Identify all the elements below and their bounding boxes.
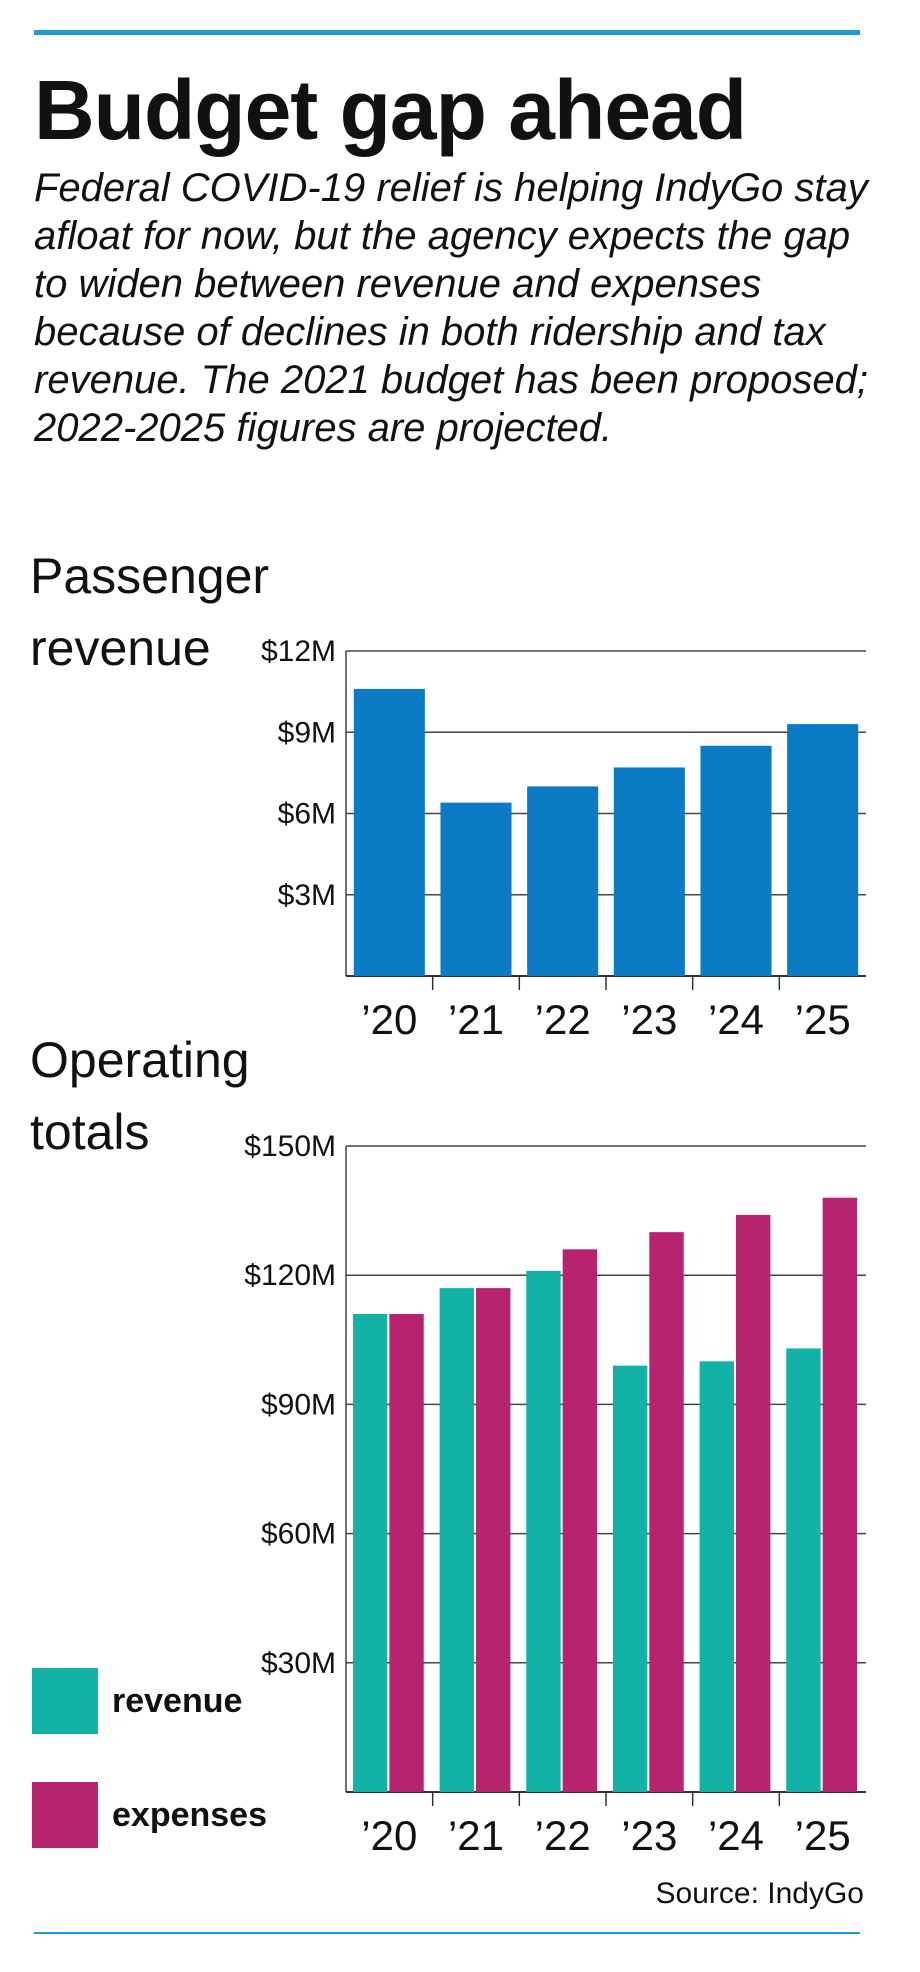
bar-expenses-5 — [822, 1197, 858, 1792]
x-tick-label: ’25 — [795, 1812, 851, 1859]
legend-item-revenue: revenue — [32, 1668, 292, 1734]
passenger-revenue-heading: Passenger revenue — [30, 548, 270, 676]
y-tick-label: $90M — [261, 1388, 336, 1421]
y-tick-label: $12M — [261, 635, 336, 668]
x-tick-label: ’23 — [621, 1812, 677, 1859]
bar-revenue-1 — [439, 1288, 474, 1792]
source-note: Source: IndyGo — [655, 1877, 864, 1910]
chart-title: Budget gap ahead — [34, 63, 747, 157]
x-tick-label: ’22 — [535, 996, 591, 1043]
passenger-revenue-chart: $3M $6M $9M $12M ’20 ’21 ’22 ’23 ’24 ’25 — [261, 635, 866, 1043]
bar-revenue-2 — [526, 1270, 561, 1792]
bar-revenue-0 — [352, 1313, 388, 1792]
bar-expenses-4 — [736, 1214, 771, 1792]
legend-label-expenses: expenses — [112, 1796, 267, 1834]
x-tick-label: ’22 — [535, 1812, 591, 1859]
bar-revenue-5 — [786, 1348, 821, 1792]
x-tick-label: ’21 — [448, 996, 504, 1043]
y-tick-label: $150M — [244, 1130, 336, 1163]
bar-expenses-2 — [562, 1249, 598, 1792]
x-tick-label: ’24 — [708, 996, 764, 1043]
y-tick-label: $9M — [278, 716, 336, 749]
y-tick-label: $120M — [244, 1259, 336, 1292]
bar-revenue-4 — [699, 1361, 734, 1792]
bar-value-2 — [527, 786, 599, 976]
operating-totals-heading: Operating totals — [30, 1032, 250, 1160]
y-tick-label: $60M — [261, 1518, 336, 1551]
bar-value-0 — [353, 688, 425, 976]
x-tick-label: ’25 — [795, 996, 851, 1043]
y-tick-label: $6M — [278, 798, 336, 831]
legend-item-expenses: expenses — [32, 1782, 292, 1848]
y-tick-label: $3M — [278, 879, 336, 912]
bar-revenue-3 — [612, 1365, 648, 1792]
legend-swatch-revenue — [32, 1668, 98, 1734]
bar-value-3 — [613, 767, 685, 976]
x-tick-label: ’23 — [621, 996, 677, 1043]
bar-value-5 — [787, 724, 859, 976]
x-tick-label: ’24 — [708, 1812, 764, 1859]
x-tick-label: ’20 — [361, 1812, 417, 1859]
bottom-rule — [34, 1932, 860, 1934]
bar-expenses-1 — [476, 1288, 511, 1792]
top-rule — [34, 30, 860, 35]
bar-value-1 — [440, 802, 512, 976]
chart-subtitle: Federal COVID-19 relief is helping IndyG… — [34, 166, 868, 450]
bar-value-4 — [700, 745, 772, 976]
operating-totals-chart: $30M $60M $90M $120M $150M ’20 ’21 ’22 ’23 ’24 ’25 — [244, 1130, 866, 1859]
legend-label-revenue: revenue — [112, 1682, 243, 1720]
legend-swatch-expenses — [32, 1782, 98, 1848]
x-tick-label: ’21 — [448, 1812, 504, 1859]
bar-expenses-3 — [649, 1232, 684, 1792]
y-tick-label: $30M — [261, 1647, 336, 1680]
bar-expenses-0 — [389, 1313, 424, 1792]
x-tick-label: ’20 — [361, 996, 417, 1043]
